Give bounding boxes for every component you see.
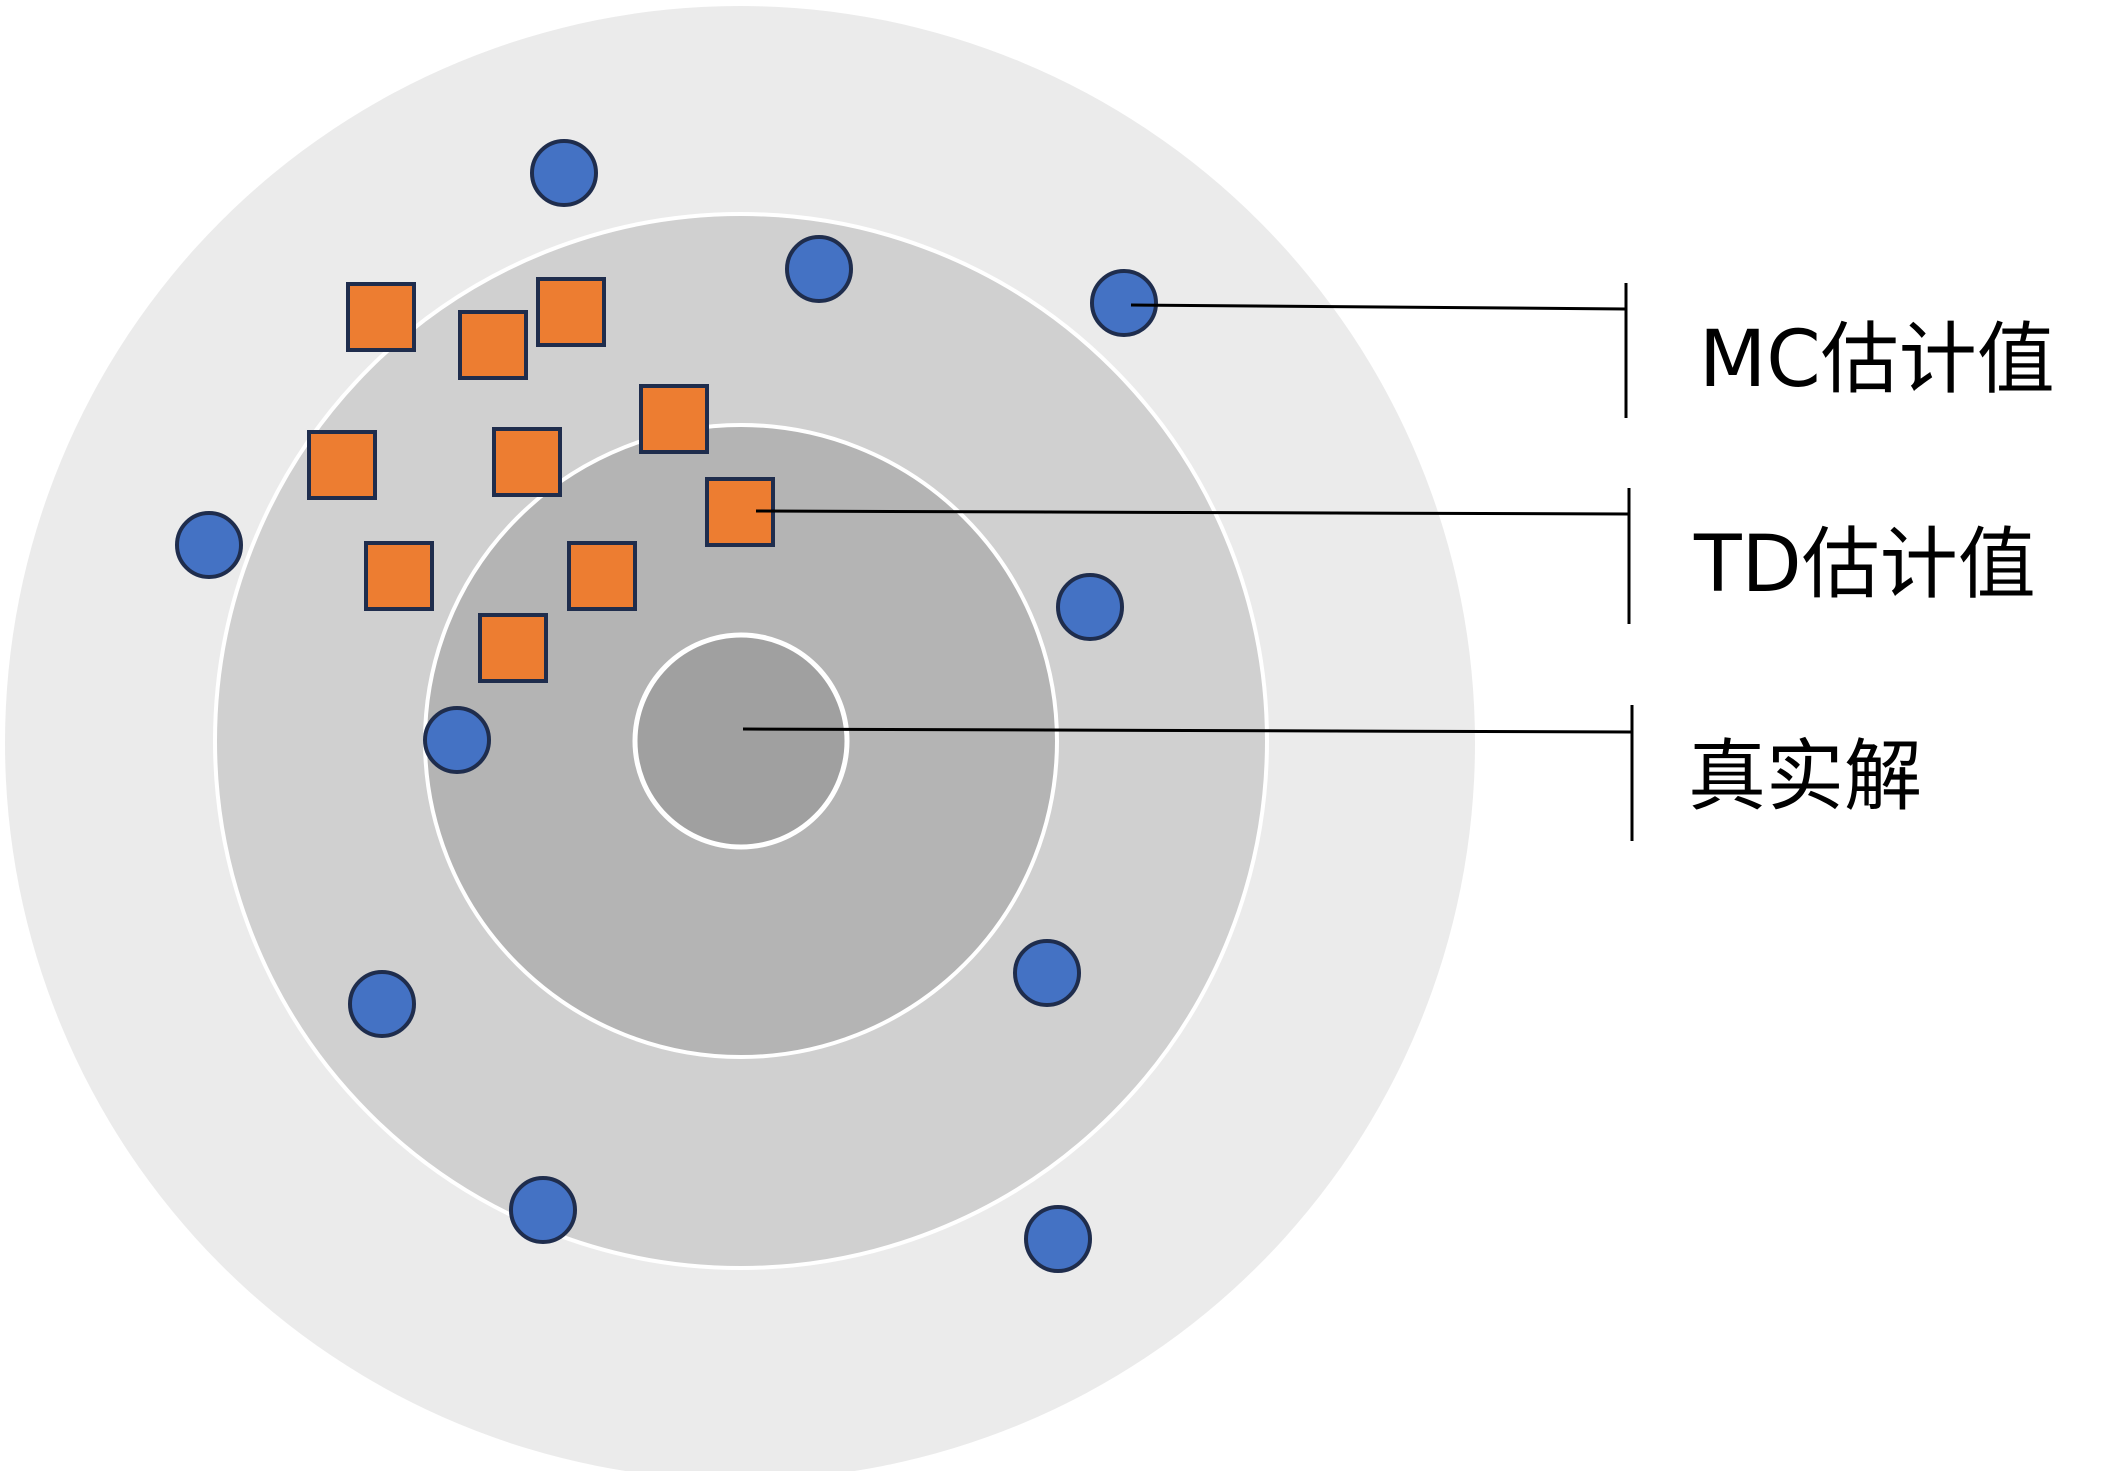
td-leader <box>755 488 1631 624</box>
true-solution-label: 真实解 <box>1688 732 1922 822</box>
true-solution-center <box>632 632 850 850</box>
mc-estimate-marker <box>785 235 853 303</box>
td-estimate-marker <box>458 310 528 380</box>
mc-estimate-label: MC估计值 <box>1699 315 2055 405</box>
td-estimate-marker <box>346 282 416 352</box>
mc-estimate-marker <box>348 970 416 1038</box>
mc-estimate-marker <box>1056 573 1124 641</box>
td-estimate-marker <box>364 541 434 611</box>
truth-leader-line <box>742 727 1633 734</box>
td-estimate-marker <box>492 427 562 497</box>
td-estimate-label: TD估计值 <box>1693 520 2036 610</box>
mc-estimate-marker <box>530 139 598 207</box>
td-estimate-marker <box>478 613 548 683</box>
td-estimate-marker <box>307 430 377 500</box>
td-estimate-markers <box>307 277 775 683</box>
mc-estimate-marker <box>423 706 491 774</box>
mc-estimate-marker <box>1090 269 1158 337</box>
mc-estimate-markers <box>175 139 1158 1273</box>
mc-estimate-marker <box>1013 939 1081 1007</box>
mc-estimate-marker <box>1024 1205 1092 1273</box>
td-estimate-marker <box>639 384 709 454</box>
td-estimate-marker <box>567 541 637 611</box>
td-estimate-marker <box>536 277 606 347</box>
mc-leader-line <box>1130 303 1627 311</box>
td-leader-line <box>755 509 1630 516</box>
mc-estimate-marker <box>509 1176 577 1244</box>
truth-leader <box>742 705 1634 841</box>
mc-estimate-marker <box>175 511 243 579</box>
mc-leader <box>1130 283 1628 418</box>
